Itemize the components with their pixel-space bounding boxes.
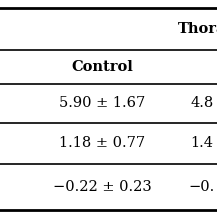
Text: 1.4: 1.4 xyxy=(190,136,213,150)
Text: Thora: Thora xyxy=(178,22,217,36)
Text: −0.22 ± 0.23: −0.22 ± 0.23 xyxy=(53,180,151,194)
Text: −0.: −0. xyxy=(189,180,215,194)
Text: 1.18 ± 0.77: 1.18 ± 0.77 xyxy=(59,136,145,150)
Text: 5.90 ± 1.67: 5.90 ± 1.67 xyxy=(59,96,145,110)
Text: Control: Control xyxy=(71,60,133,74)
Text: 4.8: 4.8 xyxy=(190,96,214,110)
